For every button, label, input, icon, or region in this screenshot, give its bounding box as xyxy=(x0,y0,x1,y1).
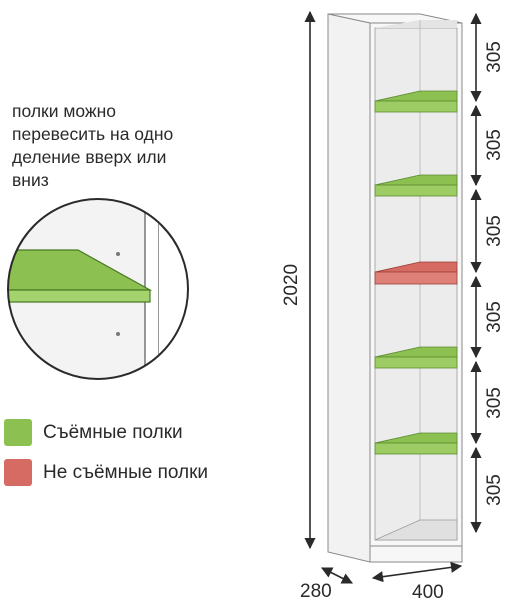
note-line: полки можно xyxy=(12,101,117,121)
legend-swatch-fixed xyxy=(4,459,32,486)
note-line: деление вверх или xyxy=(12,147,167,167)
width-dimension-label: 400 xyxy=(412,582,444,600)
shelf-removable xyxy=(374,90,458,113)
shelf-removable xyxy=(374,432,458,455)
legend-swatch-removable xyxy=(4,419,32,446)
shelf-removable xyxy=(374,346,458,369)
legend-removable: Съёмные полки xyxy=(4,419,183,446)
section-dimension-label: 305 xyxy=(484,129,505,161)
shelf-fixed xyxy=(374,261,458,285)
section-dimension-label: 305 xyxy=(484,387,505,419)
section-dimension-label: 305 xyxy=(484,215,505,247)
width-dimension-line xyxy=(371,561,463,583)
note-line: вниз xyxy=(12,170,49,190)
legend-label-removable: Съёмные полки xyxy=(43,421,183,443)
depth-dimension-label: 280 xyxy=(300,581,332,600)
section-dimension-label: 305 xyxy=(484,474,505,506)
section-dimension-label: 305 xyxy=(484,301,505,333)
depth-dimension-line xyxy=(320,567,354,584)
legend-fixed: Не съёмные полки xyxy=(4,459,208,486)
shelf-adjust-note: полки можно перевесить на одно деление в… xyxy=(12,100,232,192)
height-dimension-label: 2020 xyxy=(281,264,302,306)
shelf-removable xyxy=(374,174,458,197)
detail-zoom-circle xyxy=(7,198,189,380)
bookcase xyxy=(327,13,463,563)
shelf-pin-hole xyxy=(116,252,120,256)
note-line: перевесить на одно xyxy=(12,124,174,144)
section-dimension-label: 305 xyxy=(484,41,505,73)
legend-label-fixed: Не съёмные полки xyxy=(43,461,209,483)
shelf-pin-hole xyxy=(116,332,120,336)
section-dimensions: 305 305 305 305 305 305 xyxy=(470,12,505,534)
